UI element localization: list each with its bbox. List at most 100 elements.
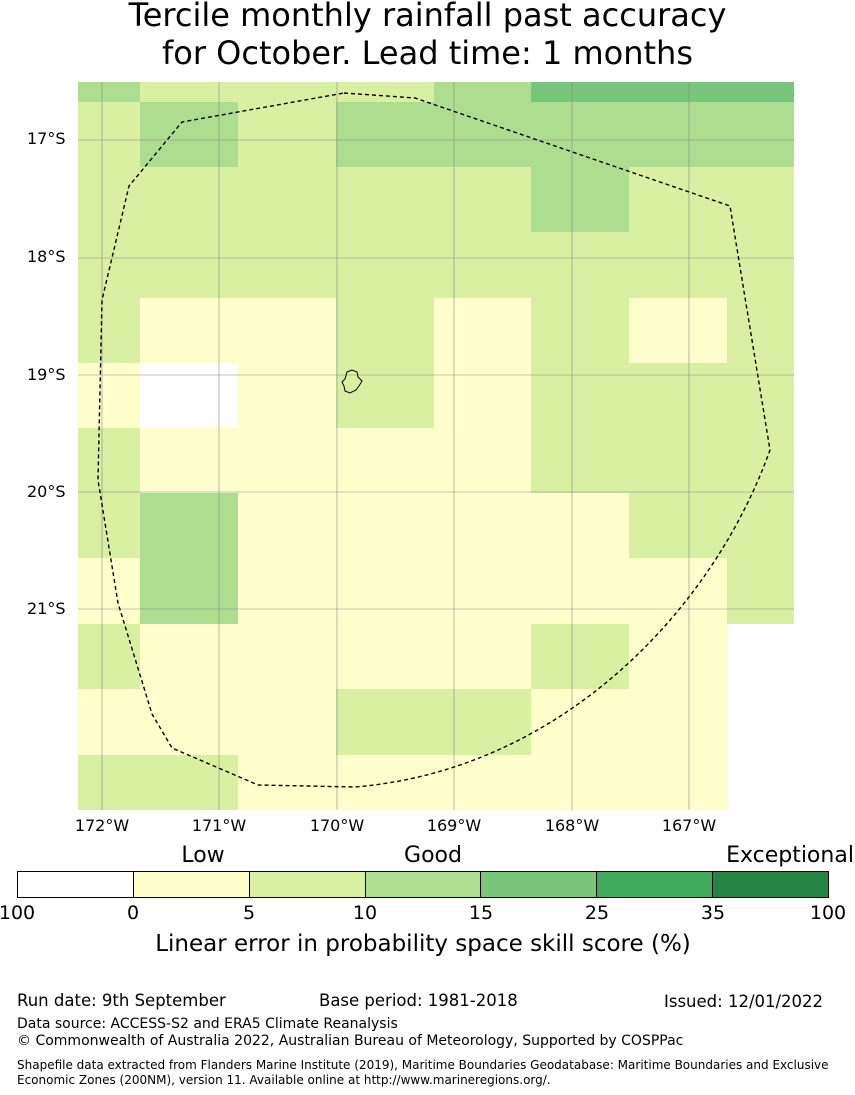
grid-cell — [336, 428, 434, 493]
grid-cell — [629, 298, 727, 363]
grid-cell — [78, 624, 140, 689]
grid-cell — [140, 363, 238, 428]
grid-cell — [336, 232, 434, 298]
grid-cell — [531, 689, 629, 755]
lon-label-168w: 168°W — [544, 816, 600, 835]
grid-cell — [531, 624, 629, 689]
grid-cell — [531, 493, 629, 558]
grid-cell — [727, 167, 794, 232]
grid-cell — [434, 102, 531, 167]
grid-cell — [531, 298, 629, 363]
grid-cell — [727, 232, 794, 298]
grid-cell — [78, 428, 140, 493]
grid-cell — [434, 755, 531, 810]
colorbar-band-5-10 — [249, 872, 366, 897]
grid-cell — [336, 755, 434, 810]
category-good: Good — [404, 843, 462, 868]
grid-cell — [434, 493, 531, 558]
lon-label-169w: 169°W — [426, 816, 482, 835]
lat-label-19s: 19°S — [27, 365, 66, 384]
grid-cell — [140, 428, 238, 493]
grid-cell — [238, 558, 336, 624]
grid-cell — [434, 167, 531, 232]
colorbar-tick: 0 — [126, 902, 140, 924]
colorbar-tick: 100 — [809, 902, 847, 924]
base-period: Base period: 1981-2018 — [319, 991, 518, 1010]
grid-cell — [629, 363, 727, 428]
grid-cell — [78, 689, 140, 755]
lon-label-171w: 171°W — [191, 816, 247, 835]
colorbar-band-15-25 — [481, 872, 598, 897]
data-source: Data source: ACCESS-S2 and ERA5 Climate … — [17, 1016, 398, 1032]
grid-cell — [434, 689, 531, 755]
grid-cell — [629, 558, 727, 624]
skill-score-map — [78, 82, 794, 810]
issued-date: Issued: 12/01/2022 — [664, 992, 824, 1011]
grid-cell — [140, 298, 238, 363]
grid-cell — [434, 428, 531, 493]
grid-cell — [531, 102, 629, 167]
grid-cell — [434, 232, 531, 298]
map-title-line-1: Tercile monthly rainfall past accuracy — [128, 0, 727, 34]
copyright-notice: © Commonwealth of Australia 2022, Austra… — [17, 1033, 684, 1049]
colorbar-title: Linear error in probability space skill … — [155, 931, 691, 957]
colorbar-tick: 100 — [0, 902, 36, 924]
island-outline — [341, 369, 363, 394]
grid-cell — [336, 689, 434, 755]
grid-cell — [531, 82, 629, 102]
grid-cell — [434, 298, 531, 363]
lat-label-20s: 20°S — [27, 482, 66, 501]
grid-cell — [336, 82, 434, 102]
colorbar-band-10-15 — [365, 872, 482, 897]
grid-cell — [531, 755, 629, 810]
grid-cell — [140, 232, 238, 298]
grid-cell — [78, 363, 140, 428]
grid-cell — [629, 82, 727, 102]
colorbar-tick: 25 — [584, 902, 610, 924]
grid-cell — [727, 102, 794, 167]
grid-cell — [434, 624, 531, 689]
lat-label-17s: 17°S — [27, 129, 66, 148]
colorbar-tick: 15 — [468, 902, 494, 924]
grid-cell — [238, 82, 336, 102]
grid-cell — [531, 428, 629, 493]
grid-cell — [629, 493, 727, 558]
grid-cell — [238, 167, 336, 232]
grid-cell — [78, 167, 140, 232]
grid-cell — [727, 558, 794, 624]
grid-cell — [336, 167, 434, 232]
grid-cell — [336, 298, 434, 363]
lon-label-172w: 172°W — [74, 816, 130, 835]
grid-cell — [434, 558, 531, 624]
grid-cell — [140, 624, 238, 689]
graticule — [78, 82, 794, 810]
grid-cell — [140, 82, 238, 102]
colorbar — [17, 871, 829, 898]
grid-cell — [629, 232, 727, 298]
grid-cell — [336, 363, 434, 428]
grid-cell — [140, 493, 238, 558]
grid-cell — [629, 428, 727, 493]
colorbar-band-35-100 — [713, 872, 829, 897]
grid-cell — [78, 82, 140, 102]
grid-cell — [531, 558, 629, 624]
grid-cell — [629, 624, 727, 689]
grid-cell — [238, 689, 336, 755]
grid-cell — [140, 558, 238, 624]
grid-cell — [336, 493, 434, 558]
grid-cell — [238, 755, 336, 810]
grid-cell — [336, 624, 434, 689]
grid-cell — [434, 82, 531, 102]
grid-cell — [140, 102, 238, 167]
colorbar-tick: 35 — [700, 902, 726, 924]
colorbar-band-0-5 — [133, 872, 250, 897]
grid-cell — [531, 232, 629, 298]
grid-cell — [78, 298, 140, 363]
grid-cell — [238, 102, 336, 167]
grid-cell — [140, 755, 238, 810]
grid-cell — [531, 167, 629, 232]
shapefile-attribution: Shapefile data extracted from Flanders M… — [17, 1058, 829, 1087]
grid-cell — [238, 298, 336, 363]
run-date: Run date: 9th September — [17, 991, 226, 1010]
colorbar-tick: 5 — [242, 902, 256, 924]
